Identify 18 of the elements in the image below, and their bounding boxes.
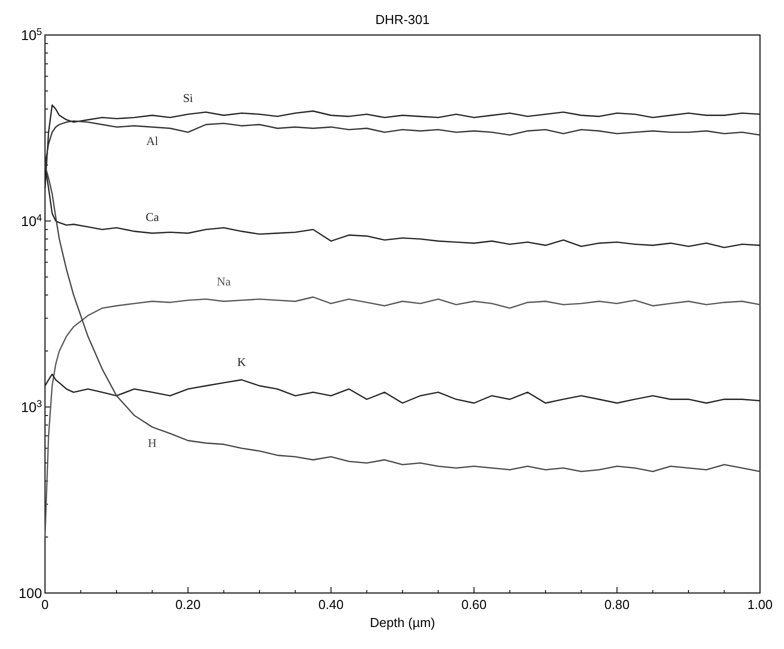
x-axis-title: Depth (µm): [370, 615, 436, 630]
x-tick-label: 0.40: [318, 597, 344, 612]
series-label: Ca: [146, 210, 160, 224]
y-tick-label: 100: [18, 585, 42, 601]
x-tick-label: 0.20: [175, 597, 201, 612]
series-label: K: [237, 354, 246, 369]
series-label: Si: [182, 91, 194, 106]
y-tick-label: 10$^{4}$: [20, 212, 43, 229]
series-label: H: [148, 436, 157, 450]
series-label: Na: [216, 274, 232, 288]
y-tick-label: 10$^{5}$: [20, 26, 43, 43]
x-tick-label: 0.60: [461, 597, 487, 612]
x-tick-label: 1.00: [747, 597, 773, 612]
x-tick-label: 0.80: [604, 597, 630, 612]
chart-title: DHR-301: [375, 12, 430, 27]
y-tick-label: 10$^{3}$: [20, 398, 43, 415]
x-tick-label: 0: [41, 597, 49, 612]
series-label: Al: [146, 134, 159, 148]
